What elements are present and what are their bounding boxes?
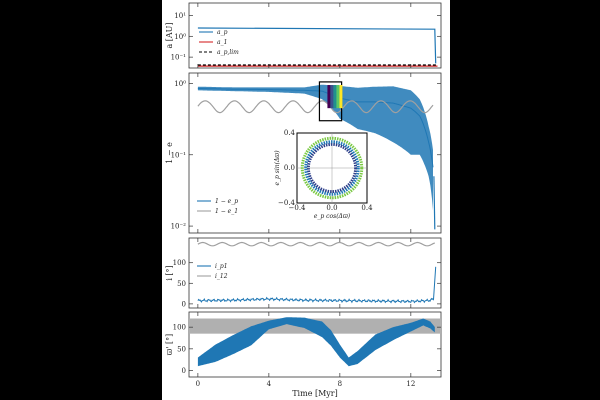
ytick-label-0-2: 10⁻¹ [171,54,187,62]
ytick-label-3-0: 0 [182,367,186,375]
zoom-color-strip-0 [327,85,331,109]
zoom-color-strip-1 [330,85,334,109]
ytick-label-2-2: 100 [173,259,186,267]
legend-label-0-0: a_p [217,29,228,36]
series-e-p-envelope [197,84,433,211]
panel-i-frame [188,237,442,309]
inset-xtick-1: 0.0 [326,204,337,212]
xtick-label-0: 0 [196,380,200,388]
ylabel-1: 1 − e [165,142,174,164]
inset-ytick-1: 0.0 [284,164,295,172]
figure-page: 10¹ 10⁰ 10⁻¹ a [AU] a_p a_1 a_p,lim 10⁰ 10⁻¹ 10⁻²… [162,0,450,400]
panel-a-frame [188,2,442,69]
legend-label-1-0: 1 − e_p [215,198,238,205]
ylabel-3: ϖ' [°] [165,334,174,356]
legend-label-0-1: a_1 [217,39,227,46]
ytick-label-0-1: 10⁰ [174,33,186,41]
ytick-label-2-1: 50 [177,280,186,288]
legend-label-2-1: i_12 [215,273,228,280]
series-e-1 [197,100,434,114]
ylabel-2: i [°] [165,265,174,280]
series-i-12 [197,241,436,247]
ytick-label-0-0: 10¹ [174,12,186,20]
inset-ring-2 [300,136,364,200]
ytick-label-3-1: 50 [177,345,186,353]
inset-ring-1 [304,140,360,196]
ytick-label-1-1: 10⁻¹ [171,151,187,159]
legend-label-1-1: 1 − e_1 [215,208,238,215]
inset-ylabel: e_p sin(Δϖ) [274,150,281,186]
xtick-label-1: 4 [267,380,272,388]
ytick-label-1-2: 10⁻² [171,223,187,231]
series-e-p [197,88,434,168]
inset-xtick-0: −0.4 [289,204,307,212]
ytick-label-3-2: 100 [173,324,186,332]
legend-label-2-0: i_p1 [215,263,228,270]
ytick-label-1-0: 10⁰ [174,80,186,88]
series-omega-envelope [197,317,435,367]
xtick-label-3: 12 [406,380,415,388]
ylabel-0: a [AU] [165,22,174,48]
inset-xtick-2: 0.4 [361,204,373,212]
inset-ring-0 [306,142,358,194]
series-e-p-drop [433,176,436,230]
zoom-color-strip-2 [333,85,337,109]
series-i-p1 [197,266,437,304]
xtick-label-2: 8 [338,380,342,388]
xlabel-time: Time [Myr] [292,389,338,398]
multi-panel-figure: 10¹ 10⁰ 10⁻¹ a [AU] a_p a_1 a_p,lim 10⁰ 10⁻¹ 10⁻²… [165,2,442,398]
inset-ytick-0: 0.4 [284,129,296,137]
zoom-color-strip-3 [336,85,340,109]
panel-omega-frame [188,311,442,378]
series-a-0 [197,27,437,64]
inset-xlabel: e_p cos(Δϖ) [314,213,351,220]
zoom-color-strip-4 [339,85,343,109]
panel-e-frame [188,72,442,234]
ytick-label-2-0: 0 [182,300,186,308]
inset-ytick-2: −0.4 [278,199,296,207]
legend-label-0-2: a_p,lim [217,49,239,56]
